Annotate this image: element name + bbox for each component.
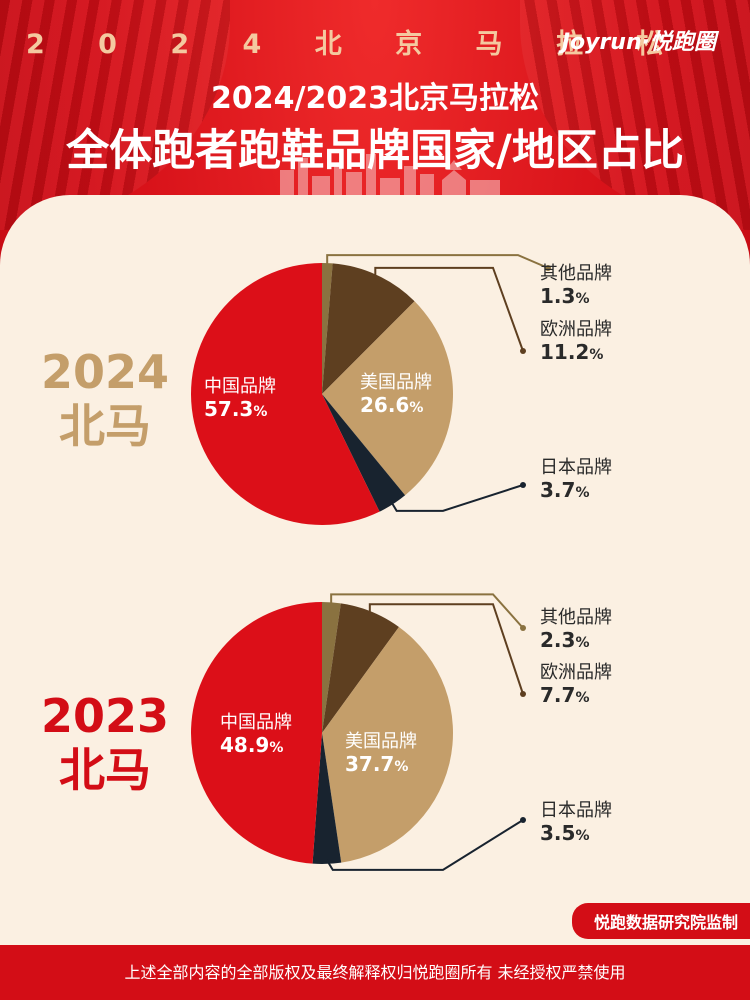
leader-line-other-2024 bbox=[326, 254, 549, 269]
leader-dot-japan-2023 bbox=[520, 817, 526, 823]
pie-slice-japan-2023 bbox=[312, 733, 342, 864]
pie-slice-china-2024 bbox=[190, 263, 380, 525]
slice-label-china-2024: 中国品牌 57.3% bbox=[204, 376, 276, 421]
leader-dot-europe-2023 bbox=[520, 691, 526, 697]
side-label-japan-2024: 日本品牌 3.7% bbox=[540, 457, 612, 502]
joyrun-logo: Joyrun·悦跑圈 bbox=[561, 30, 716, 55]
research-watermark: 悦跑数据研究院监制 bbox=[571, 903, 750, 939]
leader-line-europe-2023 bbox=[368, 603, 524, 695]
leader-dot-europe-2024 bbox=[520, 348, 526, 354]
leader-line-other-2023 bbox=[330, 593, 524, 629]
leader-line-japan-2024 bbox=[389, 484, 524, 512]
side-label-europe-2024: 欧洲品牌 11.2% bbox=[540, 319, 612, 364]
side-label-other-2024: 其他品牌 1.3% bbox=[540, 263, 612, 308]
leader-dot-japan-2024 bbox=[520, 482, 526, 488]
copyright-footer: 上述全部内容的全部版权及最终解释权归悦跑圈所有 未经授权严禁使用 bbox=[0, 945, 750, 1000]
page-title-line1: 2024/2023北京马拉松 bbox=[211, 81, 539, 116]
side-label-europe-2023: 欧洲品牌 7.7% bbox=[540, 662, 612, 707]
leader-line-japan-2023 bbox=[325, 819, 524, 871]
leader-dot-other-2023 bbox=[520, 625, 526, 631]
pie-slice-other-2024 bbox=[322, 263, 333, 394]
leader-dot-other-2024 bbox=[545, 265, 551, 271]
race-name: 北马 bbox=[59, 743, 151, 797]
pie-slice-europe-2024 bbox=[322, 263, 415, 394]
pie-slice-japan-2024 bbox=[322, 394, 406, 512]
pie-slice-other-2023 bbox=[322, 602, 341, 733]
slice-label-china-2023: 中国品牌 48.9% bbox=[220, 712, 292, 757]
side-label-japan-2023: 日本品牌 3.5% bbox=[540, 800, 612, 845]
page-title-line2: 全体跑者跑鞋品牌国家/地区占比 bbox=[66, 126, 684, 176]
year-number: 2024 bbox=[40, 345, 170, 399]
pie-slice-europe-2023 bbox=[322, 603, 399, 733]
year-number: 2023 bbox=[40, 689, 170, 743]
pie-slice-china-2023 bbox=[190, 602, 322, 864]
side-label-other-2023: 其他品牌 2.3% bbox=[540, 607, 612, 652]
event-banner: 2 0 2 4 北 京 马 拉 松 bbox=[26, 29, 686, 60]
leader-line-europe-2024 bbox=[374, 266, 524, 352]
pie-slice-usa-2024 bbox=[322, 301, 454, 496]
slice-label-usa-2024: 美国品牌 26.6% bbox=[360, 372, 432, 417]
beijing-skyline-icon bbox=[280, 154, 500, 200]
slice-label-usa-2023: 美国品牌 37.7% bbox=[345, 731, 417, 776]
year-label-2023: 2023 北马 bbox=[30, 689, 180, 797]
race-name: 北马 bbox=[59, 399, 151, 453]
pie-slice-usa-2023 bbox=[322, 626, 454, 863]
year-label-2024: 2024 北马 bbox=[30, 345, 180, 453]
